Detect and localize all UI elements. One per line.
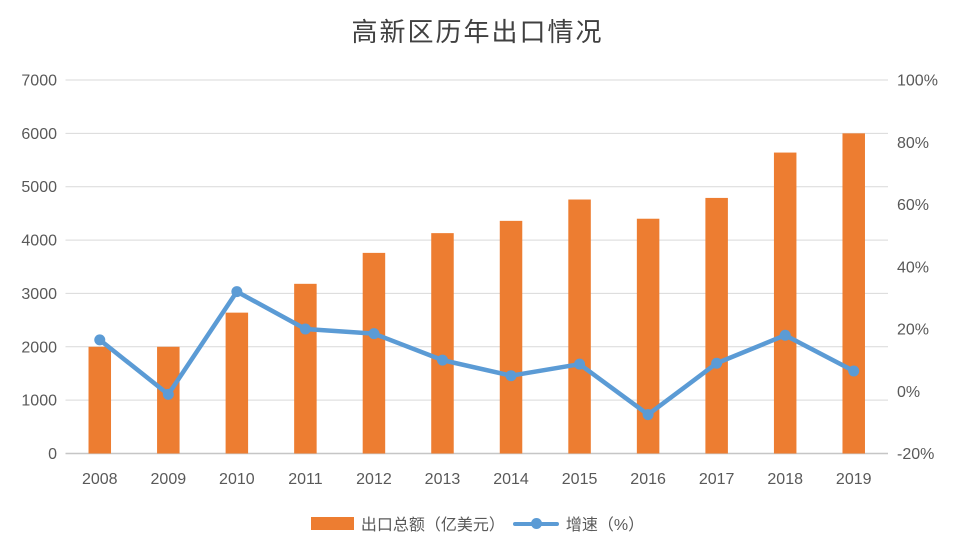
line-marker-2019 — [848, 365, 860, 377]
y-left-tick-label: 4000 — [21, 233, 57, 250]
legend-label-exports: 出口总额（亿美元） — [360, 517, 505, 534]
bar-2010 — [225, 312, 249, 454]
x-tick-label: 2016 — [630, 471, 666, 488]
legend-item-exports: 出口总额（亿美元） — [310, 511, 505, 535]
y-right-tick-label: -20% — [897, 446, 934, 463]
line-series-swatch — [512, 517, 559, 530]
y-left-tick-label: 0 — [48, 446, 57, 463]
growth-line — [97, 289, 856, 417]
line-marker-2012 — [368, 328, 380, 340]
chart-title: 高新区历年出口情况 — [351, 18, 604, 48]
y-right-tick-label: 80% — [897, 135, 929, 152]
x-tick-label: 2014 — [493, 471, 529, 488]
line-marker-2018 — [779, 329, 791, 341]
x-tick-label: 2015 — [562, 471, 598, 488]
y-right-tick-label: 20% — [897, 322, 929, 339]
x-tick-label: 2017 — [699, 471, 735, 488]
x-tick-label: 2010 — [219, 471, 255, 488]
x-tick-label: 2008 — [82, 471, 118, 488]
bar-2017 — [705, 197, 728, 454]
line-swatch-dot — [530, 517, 542, 529]
y-right-tick-label: 100% — [897, 73, 938, 90]
legend-item-growth: 增速（%） — [512, 511, 645, 535]
line-marker-2013 — [436, 354, 448, 366]
y-left-tick-label: 3000 — [21, 286, 57, 303]
legend-label-growth: 增速（%） — [565, 517, 645, 534]
line-marker-2016 — [642, 409, 654, 421]
bar-2016 — [636, 218, 660, 454]
bar-2009 — [157, 346, 180, 454]
line-marker-2014 — [505, 370, 517, 382]
bar-2018 — [773, 152, 797, 454]
line-marker-2009 — [162, 388, 174, 400]
line-marker-2015 — [574, 358, 586, 370]
y-right-tick-label: 60% — [897, 197, 929, 214]
x-tick-label: 2009 — [151, 471, 187, 488]
x-tick-label: 2012 — [356, 471, 392, 488]
y-right-tick-label: 0% — [897, 384, 920, 401]
x-tick-label: 2018 — [767, 471, 803, 488]
x-tick-label: 2013 — [425, 471, 461, 488]
bar-2012 — [362, 252, 386, 454]
x-tick-label: 2019 — [836, 471, 872, 488]
bar-2019 — [842, 133, 865, 454]
y-left-tick-label: 1000 — [21, 393, 57, 410]
bar-2013 — [431, 233, 454, 454]
line-marker-2017 — [711, 357, 723, 369]
line-marker-2008 — [94, 334, 106, 346]
y-right-tick-label: 40% — [897, 259, 929, 276]
bar-2011 — [294, 283, 317, 454]
legend: 出口总额（亿美元） 增速（%） — [0, 511, 955, 535]
x-tick-label: 2011 — [288, 471, 323, 488]
y-left-tick-label: 2000 — [21, 339, 57, 356]
line-marker-2011 — [299, 323, 311, 335]
y-left-tick-label: 5000 — [21, 179, 57, 196]
bar-2014 — [499, 220, 523, 454]
y-left-tick-label: 7000 — [21, 73, 57, 90]
y-left-tick-label: 6000 — [21, 126, 57, 143]
bar-series-swatch — [310, 516, 354, 530]
line-marker-2010 — [231, 286, 243, 298]
bar-2008 — [88, 346, 112, 454]
bar-2015 — [568, 199, 591, 454]
